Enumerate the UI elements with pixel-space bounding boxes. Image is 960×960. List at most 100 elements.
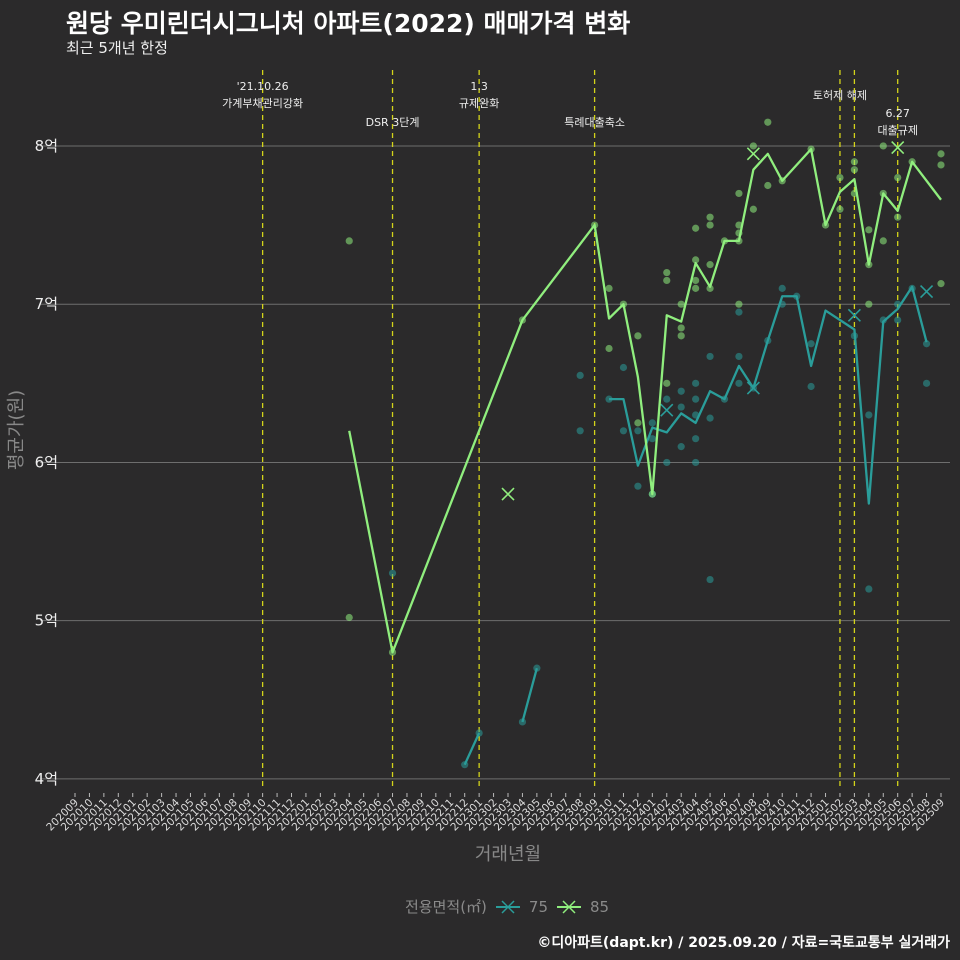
y-tick-label: 5억 [35,612,58,630]
legend-label-85: 85 [590,897,610,916]
cross-marker-75 [746,381,760,395]
cross-marker-75 [847,308,861,322]
data-point-75 [663,395,671,403]
data-point-75 [634,427,642,435]
data-point-85 [692,276,700,285]
data-point-75 [807,340,815,348]
data-point-75 [735,352,743,361]
event-label: 1.3 [470,80,488,93]
data-point-85 [937,161,945,169]
data-point-75 [677,443,685,451]
data-point-85 [865,300,873,308]
data-point-85 [706,221,714,229]
data-point-85 [663,268,671,277]
data-point-85 [634,332,642,340]
y-axis-title: 평균가(원) [6,390,27,470]
data-point-75 [807,382,815,391]
data-point-85 [836,205,844,213]
data-point-85 [605,344,613,353]
legend: 전용면적(㎡) 75 85 [405,896,609,917]
data-point-75 [706,575,714,584]
series-line-75 [609,285,928,505]
data-point-85 [764,181,772,190]
chart-subtitle: 최근 5개년 한정 [66,39,168,57]
y-tick-label: 6억 [35,453,58,471]
data-point-75 [677,387,685,395]
series-line-75 [521,667,538,723]
cross-marker-85 [501,487,515,501]
data-point-85 [706,213,714,221]
data-point-75 [692,379,700,387]
event-label: DSR 3단계 [366,116,420,129]
cross-marker-85 [891,140,905,155]
data-point-75 [648,419,656,427]
data-point-75 [879,316,887,324]
y-tick-label: 4억 [35,770,58,788]
event-label: 6.27 [885,107,910,120]
data-point-85 [850,158,859,166]
chart-title: 원당 우미린더시그니처 아파트(2022) 매매가격 변화 [66,9,631,38]
data-point-85 [677,324,685,332]
data-point-85 [749,142,757,150]
data-point-85 [663,379,671,387]
legend-key-75-icon [495,899,521,915]
data-point-85 [663,276,671,285]
data-point-75 [692,395,700,403]
data-point-75 [388,569,397,577]
data-point-85 [764,118,772,126]
data-point-85 [850,166,859,174]
data-point-85 [879,237,887,245]
event-label: 토허제 해제 [813,88,867,102]
data-point-75 [677,403,685,411]
data-point-75 [922,340,931,348]
data-point-85 [692,224,700,232]
data-point-85 [706,261,714,269]
data-point-85 [692,256,700,264]
series-line-75 [463,732,481,766]
data-point-75 [735,308,743,316]
data-point-75 [692,458,700,467]
data-point-85 [836,174,844,182]
data-point-75 [634,482,642,490]
cross-marker-75 [920,284,934,299]
data-point-85 [937,280,945,288]
data-point-85 [345,237,353,245]
data-point-85 [865,226,873,234]
data-point-75 [663,458,671,467]
data-point-75 [865,411,873,419]
event-label: 대출규제 [877,124,917,137]
legend-title: 전용면적(㎡) [405,898,487,916]
data-point-75 [576,371,584,380]
y-tick-label: 8억 [35,137,58,155]
data-point-85 [735,189,743,198]
data-point-75 [692,435,700,443]
event-label: '21.10.26 [237,80,289,93]
data-point-75 [865,585,873,593]
data-point-75 [894,316,902,324]
data-point-85 [749,205,757,213]
data-point-85 [706,284,714,292]
source-credit: ©디아파트(dapt.kr) / 2025.09.20 / 자료=국토교통부 실… [537,935,950,951]
cross-marker-75 [660,403,674,417]
data-point-85 [692,284,700,292]
data-point-75 [706,352,714,361]
series-line-85 [348,147,942,654]
y-tick-label: 7억 [35,295,58,313]
data-point-85 [894,174,902,182]
data-point-85 [894,213,902,221]
data-point-85 [937,150,945,158]
data-point-75 [922,379,931,387]
data-point-75 [778,284,786,292]
data-point-75 [706,414,714,422]
data-point-75 [735,379,743,387]
data-point-85 [605,284,613,292]
data-point-85 [634,419,642,427]
data-point-75 [619,427,628,435]
data-point-85 [345,613,353,622]
data-point-75 [619,363,628,372]
data-point-85 [677,300,685,308]
data-point-75 [576,427,584,435]
event-label: 특례대출축소 [564,116,625,129]
event-label: 가계부채관리강화 [222,97,303,110]
